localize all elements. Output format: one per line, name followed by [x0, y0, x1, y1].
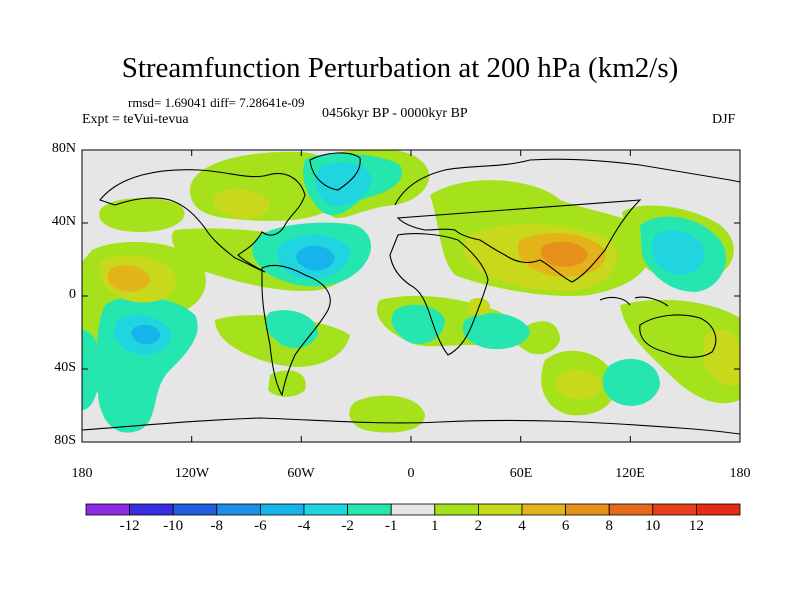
lat-label: 40S [54, 360, 76, 375]
colorbar-swatch [652, 503, 697, 516]
colorbar-label: 8 [605, 518, 613, 534]
field-contour-green [268, 370, 306, 397]
colorbar-swatch [85, 503, 130, 516]
colorbar-swatch [390, 503, 436, 516]
field-contour-teal [82, 330, 101, 410]
lon-label: 180 [71, 466, 93, 481]
field-contour-yellow [213, 189, 270, 219]
colorbar [85, 503, 741, 516]
coastline-layer [82, 152, 740, 435]
colorbar-label: 6 [561, 518, 570, 534]
colorbar-swatch [172, 503, 218, 516]
coastline-europe-asia [394, 158, 740, 283]
experiment-label: Expt = teVui-tevua [82, 112, 189, 127]
stats-text: rmsd= 1.69041 diff= 7.28641e-09 [128, 95, 305, 110]
field-contour-yellow [555, 369, 602, 400]
field-contour-teal [265, 310, 319, 349]
lon-label: 60E [509, 466, 533, 481]
lon-label: 120E [615, 466, 645, 481]
colorbar-label: 2 [474, 518, 483, 534]
colorbar-label: -6 [254, 518, 267, 534]
colorbar-swatch [477, 503, 523, 516]
season-label: DJF [712, 112, 736, 127]
lat-label: 40N [51, 214, 76, 229]
colorbar-label: 12 [688, 518, 704, 534]
colorbar-swatch [434, 503, 479, 516]
lon-label: 0 [407, 466, 415, 481]
colorbar-swatch [303, 503, 348, 516]
colorbar-swatch [216, 503, 261, 516]
colorbar-label: -8 [210, 518, 224, 534]
colorbar-label: -10 [163, 518, 184, 534]
coastline-australia [639, 314, 717, 358]
colorbar-label: -1 [384, 518, 398, 534]
lon-label: 120W [174, 466, 210, 481]
colorbar-label: -2 [341, 518, 354, 534]
colorbar-label: 4 [518, 518, 526, 534]
lon-label: 180 [729, 466, 751, 481]
coastline-africa [389, 233, 489, 356]
colorbar-swatch [129, 503, 174, 516]
field-contour-cyan [296, 245, 335, 271]
field-contour-cyan [651, 230, 705, 275]
field-contour-yellow [703, 330, 740, 386]
colorbar-swatch [565, 503, 610, 516]
colorbar-label: -4 [297, 518, 311, 534]
lat-label: 0 [69, 287, 76, 302]
field-contour-teal [462, 313, 530, 350]
colorbar-swatch [259, 503, 305, 516]
colorbar-label: 1 [431, 518, 439, 534]
chart-title: Streamfunction Perturbation at 200 hPa (… [121, 52, 679, 84]
colorbar-swatch [696, 503, 741, 516]
field-contour-orange [540, 241, 588, 267]
coastline-south-america [261, 265, 331, 397]
field-contour-orange [107, 265, 150, 292]
coastline-greenland [309, 152, 361, 191]
lon-label: 60W [287, 466, 315, 481]
field-contour-teal [391, 304, 445, 344]
field-contour-teal [602, 358, 660, 406]
colorbar-swatch [521, 503, 566, 516]
coastline-indonesia [599, 296, 669, 307]
colorbar-swatch [608, 503, 654, 516]
lat-label: 80S [54, 433, 76, 448]
coastline-north-america [99, 169, 306, 273]
period-label: 0456kyr BP - 0000kyr BP [322, 106, 468, 121]
lat-label: 80N [51, 141, 76, 156]
coastline-antarctica [82, 417, 740, 435]
field-contour-cyan [131, 324, 160, 345]
field-contour-green [99, 198, 185, 232]
field-layer [82, 150, 740, 442]
colorbar-swatch [347, 503, 392, 516]
axis-ticks [81, 149, 741, 443]
colorbar-label: -12 [119, 518, 140, 534]
colorbar-label: 10 [645, 518, 661, 534]
field-contour-cyan [315, 162, 372, 207]
